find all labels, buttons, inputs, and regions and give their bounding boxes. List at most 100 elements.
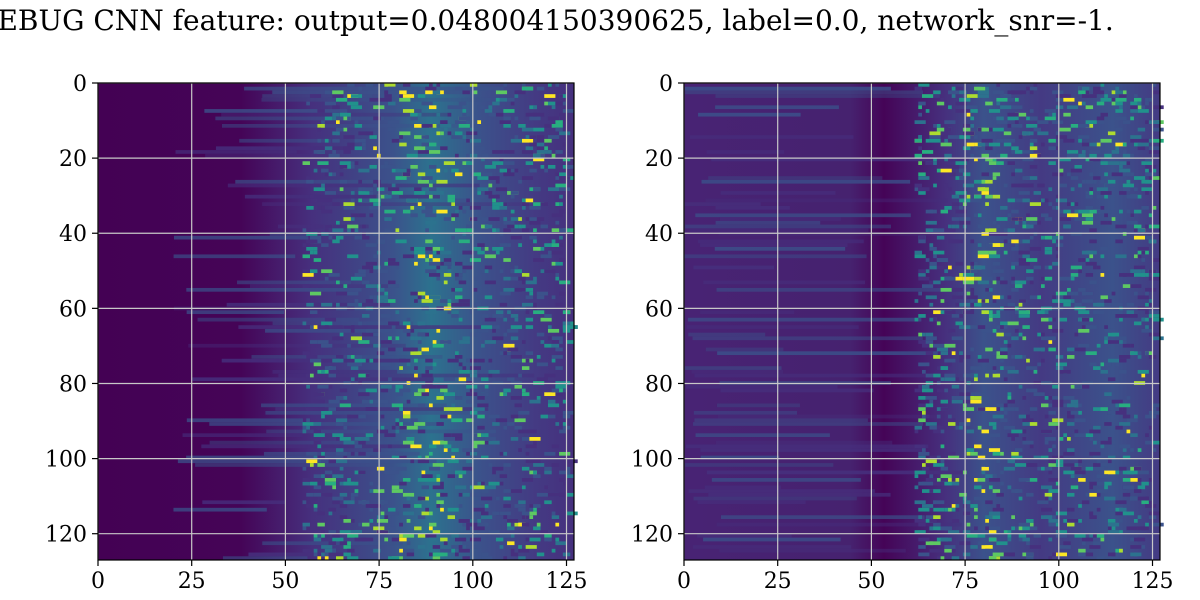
heatmap-cell [324,172,329,177]
heatmap-cell [1044,235,1053,240]
heatmap-cell [1003,138,1015,143]
heatmap-cell [469,232,474,236]
heatmap-cell [1119,466,1127,471]
heatmap-cell [1059,183,1068,188]
heatmap-cell [533,276,537,281]
heatmap-cell [376,530,389,534]
heatmap-cell [1000,358,1004,363]
heatmap-cell [1081,220,1094,225]
heatmap-cell [503,343,515,348]
heatmap-cell [358,191,370,195]
heatmap-cell [455,131,463,136]
heatmap-cell [1048,202,1053,206]
heatmap-cell [428,187,437,192]
heatmap-cell [443,127,448,132]
heatmap-cell [503,388,511,393]
heatmap-cell [955,302,960,307]
heatmap-cell [492,198,496,203]
heatmap-cell [484,269,489,274]
heatmap-cell [1130,116,1134,121]
heatmap-cell [1152,258,1160,262]
heatmap-cell [365,284,377,288]
heatmap-cell [540,530,548,534]
heatmap-cell [562,109,574,113]
heatmap-band [693,496,857,501]
heatmap-cell [425,228,429,233]
heatmap-cell [1119,422,1131,426]
heatmap-cell [462,466,474,471]
heatmap-cell [428,142,437,147]
heatmap-cell [1052,239,1056,244]
heatmap-cell [1148,500,1153,505]
heatmap-cell [940,556,945,560]
heatmap-cell [555,127,563,132]
heatmap-cell [417,533,426,538]
heatmap-band [711,478,861,482]
heatmap-cell [369,135,377,139]
heatmap-cell [1104,328,1116,333]
heatmap-cell [559,291,567,296]
heatmap-cell [1122,455,1131,460]
heatmap-cell [951,295,963,300]
heatmap-cell [929,246,937,251]
y-tick-label: 80 [59,372,87,397]
heatmap-cell [925,209,934,214]
heatmap-cell [447,194,455,199]
heatmap-cell [1029,142,1034,147]
heatmap-cell [1096,556,1105,560]
heatmap-cell [1044,492,1053,497]
heatmap-cell [455,552,459,557]
heatmap-cell [962,109,975,113]
heatmap-cell [1052,205,1056,210]
heatmap-cell [399,533,403,538]
heatmap-cell [1089,511,1094,516]
heatmap-cell [373,448,381,452]
heatmap-band [688,332,766,337]
heatmap-cell [343,150,351,154]
heatmap-cell [1037,220,1041,225]
heatmap-cell [373,548,381,553]
heatmap-cell [1081,142,1094,147]
heatmap-cell [962,373,975,378]
heatmap-cell [1104,340,1108,344]
heatmap-cell [529,507,534,512]
heatmap-cell [1111,217,1116,221]
heatmap-cell [402,347,415,352]
heatmap-cell [977,533,986,538]
heatmap-cell [1115,97,1127,102]
heatmap-cell [1081,101,1086,106]
heatmap-cell [455,209,459,214]
heatmap-cell [1152,273,1160,277]
heatmap-cell [466,526,470,531]
heatmap-cell [410,205,415,210]
heatmap-cell [1055,232,1060,236]
heatmap-cell [1007,537,1012,542]
heatmap-cell [940,537,952,542]
heatmap-cell [302,269,310,274]
heatmap-cell [959,205,963,210]
heatmap-cell [332,537,344,542]
heatmap-cell [536,291,548,296]
heatmap-cell [944,362,952,367]
heatmap-cell [510,325,522,329]
heatmap-cell [547,399,556,404]
heatmap-cell [1052,299,1064,303]
heatmap-cell [328,459,336,464]
heatmap-cell [350,496,355,501]
heatmap-cell [955,161,967,165]
heatmap-cell [1048,112,1053,117]
heatmap-cell [1137,142,1149,147]
heatmap-cell [410,444,422,449]
heatmap-cell [343,500,355,505]
heatmap-cell [473,410,478,415]
heatmap-cell [1093,425,1101,430]
heatmap-cell [966,291,971,296]
heatmap-cell [462,112,467,117]
heatmap-cell [443,280,448,285]
heatmap-cell [484,433,489,438]
heatmap-cell [985,86,989,91]
heatmap-cell [332,496,344,501]
heatmap-cell [510,191,519,195]
heatmap-cell [944,83,949,87]
heatmap-cell [914,519,926,523]
